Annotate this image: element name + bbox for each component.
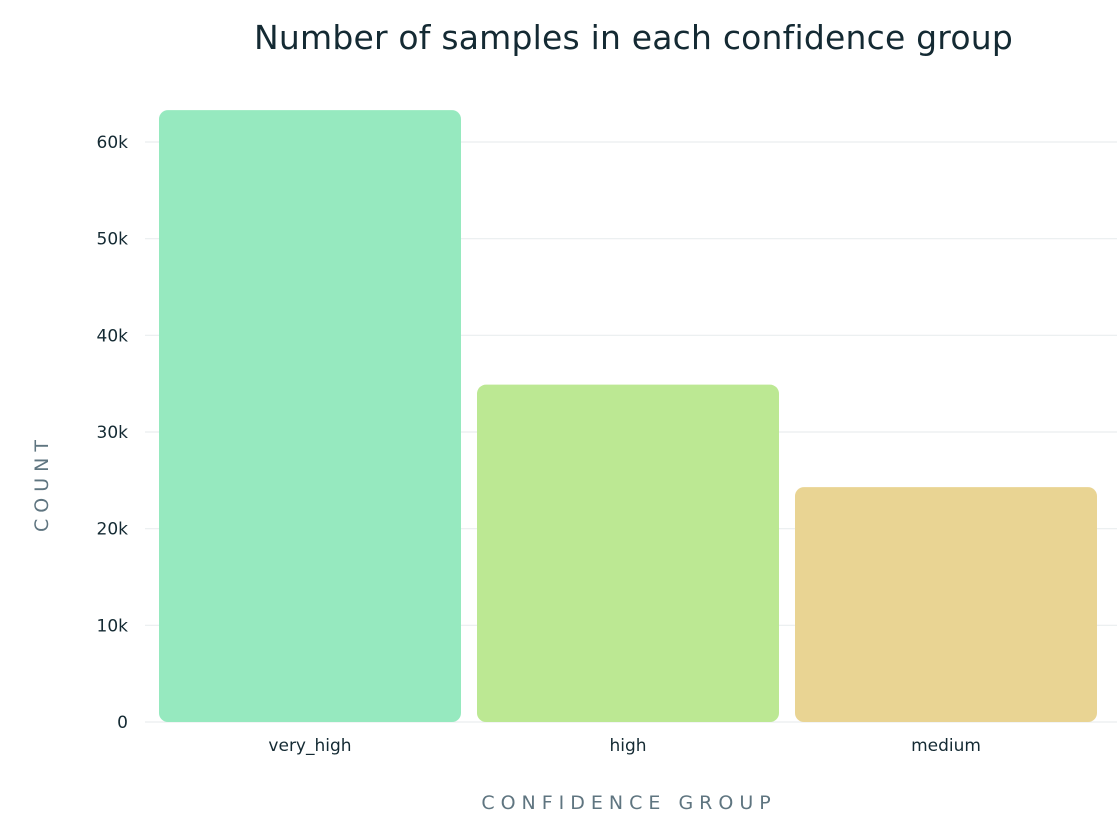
bar-medium: [795, 487, 1097, 722]
bars: [159, 110, 1097, 723]
bar-high: [477, 384, 779, 722]
y-tick-label: 20k: [97, 520, 129, 540]
y-tick-label: 40k: [97, 326, 129, 346]
x-axis-ticks: very_high high medium: [268, 736, 981, 756]
x-tick-label: medium: [911, 736, 981, 756]
chart-title: Number of samples in each confidence gro…: [253, 18, 1014, 57]
x-tick-label: high: [609, 736, 646, 756]
y-tick-label: 0: [117, 713, 128, 733]
y-axis-ticks: 0 10k 20k 30k 40k 50k 60k: [97, 133, 129, 733]
y-axis-title: COUNT: [31, 434, 53, 532]
y-tick-label: 50k: [97, 230, 129, 250]
y-tick-label: 10k: [97, 616, 129, 636]
bar-very-high: [159, 110, 461, 723]
x-axis-title: CONFIDENCE GROUP: [481, 792, 776, 814]
y-tick-label: 60k: [97, 133, 129, 153]
y-tick-label: 30k: [97, 423, 129, 443]
x-tick-label: very_high: [268, 736, 351, 756]
